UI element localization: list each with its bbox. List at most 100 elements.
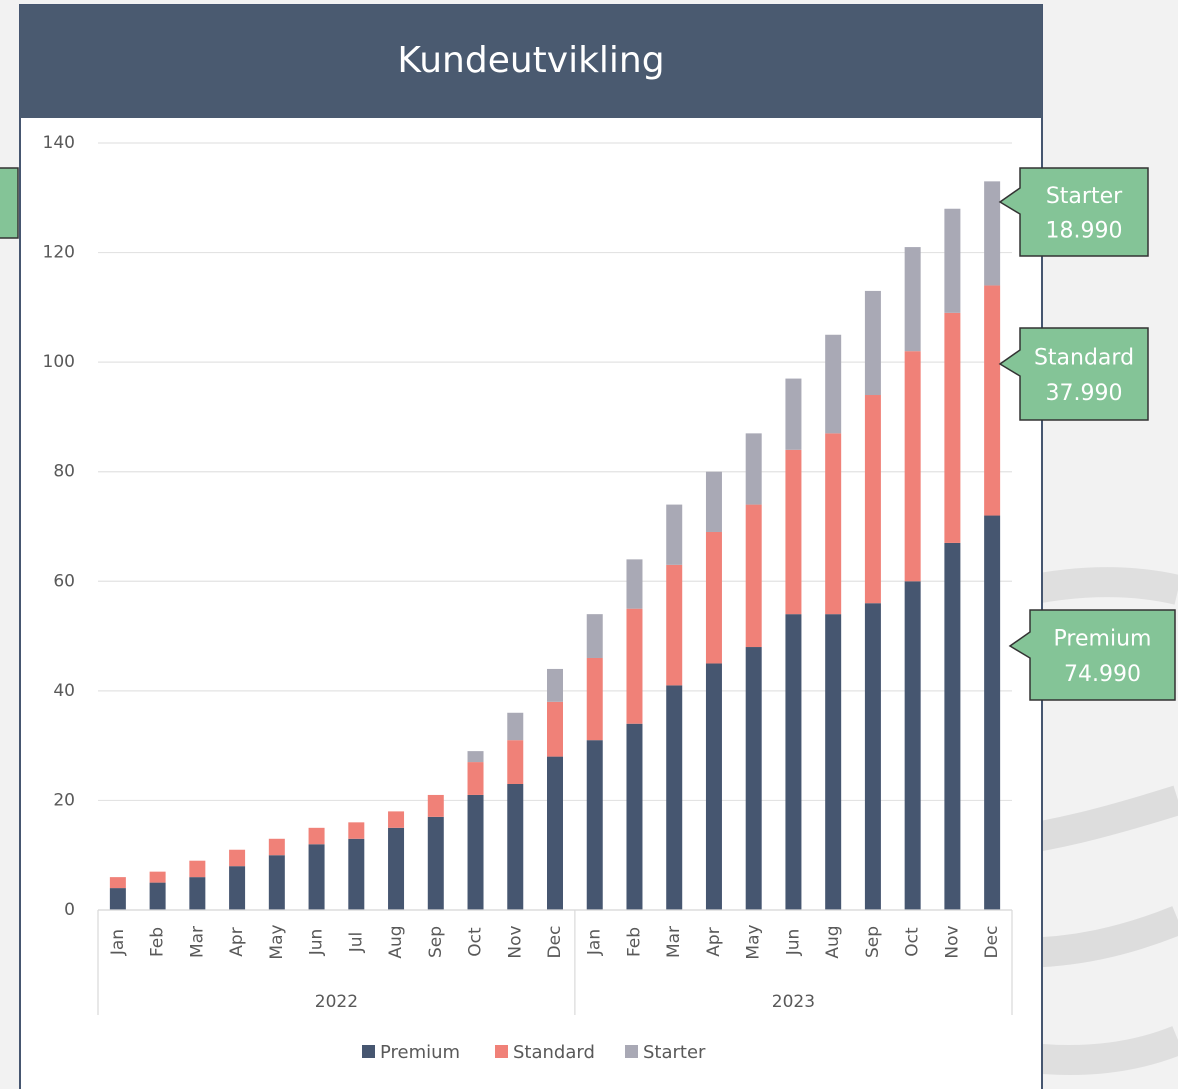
- x-tick-label: Jan: [108, 929, 128, 956]
- x-tick-label: Feb: [148, 927, 168, 957]
- x-tick-label: Apr: [227, 927, 247, 956]
- bar-segment: [507, 712, 524, 741]
- callout-label: Starter: [1046, 184, 1123, 209]
- bar-segment: [666, 564, 683, 686]
- callout-box: [998, 327, 1149, 421]
- bar-segment: [944, 542, 961, 910]
- legend-swatch: [495, 1045, 508, 1058]
- y-tick-label: 140: [43, 133, 75, 153]
- bar-segment: [586, 740, 603, 910]
- bar-segment: [348, 838, 365, 910]
- bar-segment: [705, 471, 722, 532]
- bar-segment: [586, 657, 603, 741]
- bar-segment: [666, 685, 683, 910]
- x-tick-label: Jan: [585, 929, 605, 956]
- bar-segment: [785, 449, 802, 615]
- chart-title: Kundeutvikling: [397, 40, 664, 81]
- legend-label: Premium: [380, 1042, 460, 1063]
- y-tick-label: 80: [53, 462, 75, 482]
- legend-swatch: [362, 1045, 375, 1058]
- callout-box: [998, 167, 1149, 257]
- x-tick-label: Mar: [664, 926, 684, 958]
- bar-segment: [825, 433, 842, 615]
- bar-segment: [467, 794, 484, 910]
- legend-label: Standard: [513, 1042, 595, 1063]
- x-tick-label: Nov: [505, 925, 525, 958]
- x-tick-label: Aug: [823, 925, 843, 958]
- group-label: 2023: [772, 992, 815, 1012]
- bar-segment: [864, 603, 881, 910]
- bar-segment: [904, 351, 921, 582]
- bar-segment: [268, 855, 285, 910]
- bar-segment: [864, 395, 881, 604]
- bar-segment: [149, 871, 166, 883]
- bar-segment: [904, 581, 921, 910]
- bar-segment: [388, 811, 405, 828]
- bar-segment: [626, 559, 643, 609]
- bar-segment: [507, 783, 524, 910]
- bar-segment: [547, 701, 563, 757]
- bar-segment: [427, 816, 444, 910]
- bar-segment: [467, 751, 484, 763]
- bar-segment: [785, 378, 802, 450]
- bar-segment: [984, 285, 1001, 516]
- callout-label: Standard: [1034, 345, 1134, 370]
- bar-segment: [149, 882, 166, 910]
- bar-segment: [745, 504, 762, 648]
- bar-segment: [427, 794, 444, 817]
- y-tick-label: 40: [53, 681, 75, 701]
- callout-price: 18.990: [1046, 218, 1123, 243]
- bar-segment: [229, 849, 246, 867]
- y-tick-label: 0: [64, 900, 75, 920]
- y-tick-label: 20: [53, 790, 75, 810]
- bar-segment: [785, 614, 802, 910]
- bar-segment: [626, 608, 643, 724]
- chart-panel: [19, 4, 1043, 1089]
- bar-segment: [705, 531, 722, 664]
- x-tick-label: Apr: [704, 927, 724, 956]
- bar-segment: [109, 888, 126, 910]
- y-tick-label: 100: [43, 352, 75, 372]
- x-tick-label: Mar: [187, 926, 207, 958]
- bar-segment: [229, 866, 246, 910]
- bar-segment: [189, 860, 206, 878]
- bar-segment: [745, 647, 762, 910]
- y-tick-label: 120: [43, 243, 75, 263]
- bar-segment: [825, 614, 842, 910]
- bar-segment: [626, 723, 643, 910]
- x-tick-label: Sep: [426, 926, 446, 958]
- y-tick-label: 60: [53, 571, 75, 591]
- callout-price: 37.990: [1046, 381, 1123, 406]
- bar-segment: [547, 668, 563, 702]
- bar-segment: [944, 312, 961, 543]
- bar-segment: [268, 838, 285, 856]
- x-tick-label: Jun: [783, 929, 803, 957]
- cut-callout: [0, 167, 19, 239]
- bar-segment: [984, 515, 1001, 910]
- legend-label: Starter: [643, 1042, 706, 1063]
- x-tick-label: Oct: [903, 927, 923, 957]
- x-tick-label: Nov: [942, 925, 962, 958]
- chart-header: [20, 5, 1042, 118]
- x-tick-label: May: [744, 924, 764, 959]
- x-tick-label: May: [267, 924, 287, 959]
- bar-segment: [586, 614, 603, 658]
- bar-segment: [308, 844, 325, 910]
- x-tick-label: Dec: [545, 926, 565, 959]
- bar-segment: [467, 762, 484, 795]
- x-tick-label: Oct: [466, 927, 486, 957]
- bar-segment: [705, 663, 722, 910]
- x-tick-label: Sep: [863, 926, 883, 958]
- bar-segment: [944, 208, 961, 313]
- legend-swatch: [625, 1045, 638, 1058]
- bar-segment: [109, 877, 126, 889]
- group-label: 2022: [315, 992, 358, 1012]
- bar-segment: [547, 756, 563, 910]
- bar-segment: [864, 290, 881, 396]
- bar-segment: [825, 334, 842, 434]
- x-tick-label: Dec: [982, 926, 1002, 959]
- bar-segment: [507, 740, 524, 784]
- x-tick-label: Jul: [346, 932, 366, 954]
- bar-segment: [348, 822, 365, 839]
